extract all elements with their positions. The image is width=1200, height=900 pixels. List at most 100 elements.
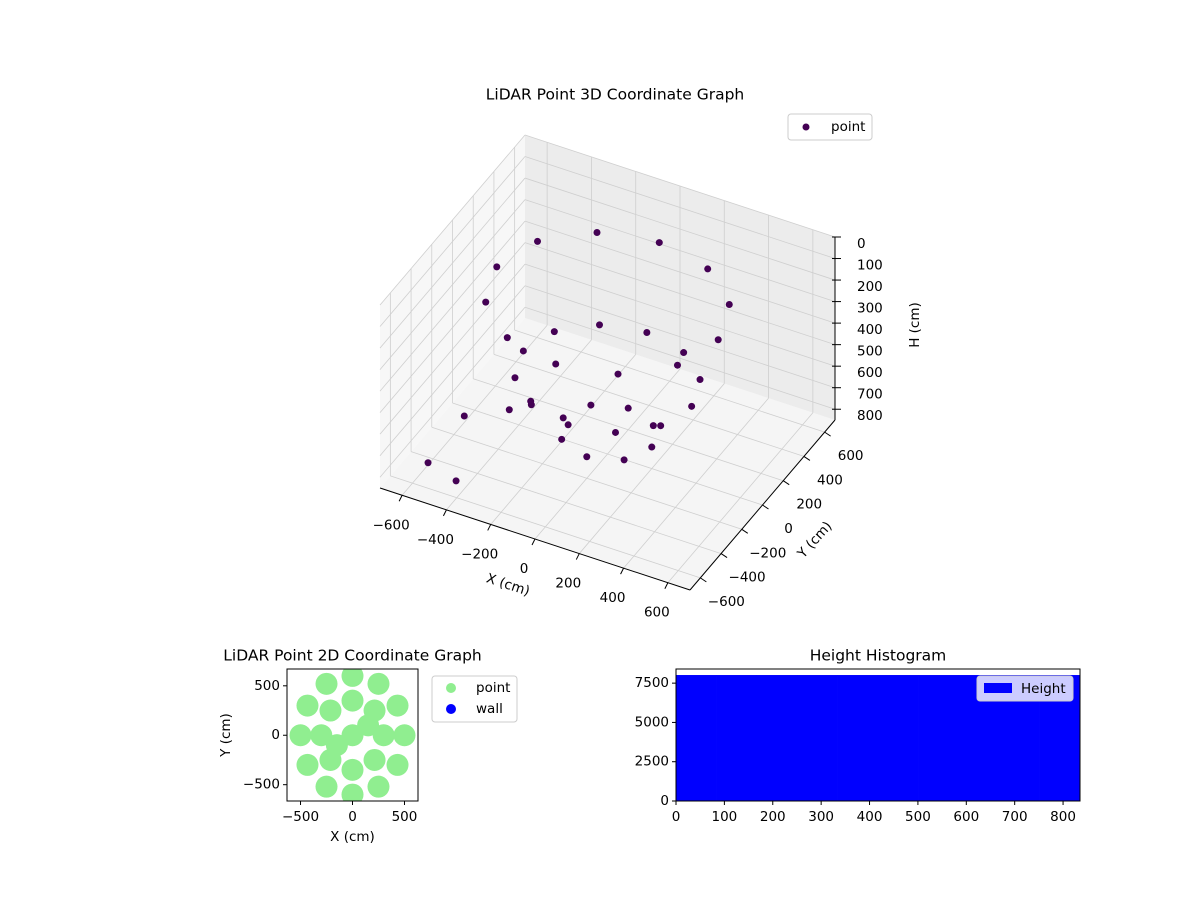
point bbox=[527, 397, 535, 405]
grid-line bbox=[379, 242, 526, 413]
legend-box bbox=[787, 113, 873, 141]
x-tick-label: 400 bbox=[600, 590, 626, 606]
point bbox=[424, 459, 432, 467]
point bbox=[680, 349, 688, 357]
plot-area bbox=[289, 669, 416, 801]
point bbox=[624, 404, 632, 412]
z-tick-label: 0 bbox=[857, 236, 866, 252]
y-tick-label: 400 bbox=[817, 472, 843, 488]
x-tick-label: 200 bbox=[555, 576, 581, 592]
z-tick-label: 600 bbox=[857, 365, 883, 381]
point bbox=[657, 422, 665, 430]
grid-line bbox=[379, 263, 526, 435]
point bbox=[614, 370, 622, 378]
x-tick bbox=[620, 567, 625, 575]
x-tick-label: 100 bbox=[711, 809, 737, 825]
x-tick-label: 0 bbox=[520, 561, 529, 577]
point bbox=[596, 321, 604, 329]
chart-title: LiDAR Point 3D Coordinate Graph bbox=[486, 86, 744, 104]
point bbox=[393, 724, 416, 747]
grid-line bbox=[524, 285, 836, 389]
x-tick bbox=[487, 524, 492, 531]
z-tick-label: 400 bbox=[857, 322, 883, 338]
y-tick bbox=[803, 456, 811, 461]
grid-line bbox=[524, 306, 836, 410]
point bbox=[319, 699, 342, 722]
point bbox=[341, 758, 364, 781]
bar bbox=[918, 675, 960, 802]
y-tick bbox=[762, 504, 769, 510]
x-tick-label: 200 bbox=[760, 809, 786, 825]
y-tick bbox=[824, 431, 831, 437]
y-tick-label: 2500 bbox=[635, 754, 669, 770]
point bbox=[688, 402, 696, 410]
point bbox=[505, 406, 513, 414]
x-tick-label: −500 bbox=[282, 809, 319, 825]
point bbox=[296, 694, 319, 717]
y-tick-label: 500 bbox=[254, 678, 280, 694]
point bbox=[559, 414, 567, 422]
point bbox=[534, 237, 542, 245]
legend-label: wall bbox=[476, 701, 503, 717]
point bbox=[315, 672, 338, 695]
point bbox=[310, 724, 333, 747]
y-tick-label: 5000 bbox=[635, 714, 669, 730]
grid-line bbox=[473, 378, 784, 482]
point bbox=[357, 714, 380, 737]
z-tick-label: 500 bbox=[857, 344, 883, 360]
x-tick-label: 0 bbox=[672, 809, 681, 825]
bar bbox=[796, 675, 838, 802]
axes-frame bbox=[675, 668, 1081, 802]
x-tick-label: 500 bbox=[905, 809, 931, 825]
point bbox=[714, 336, 722, 344]
point bbox=[648, 443, 656, 451]
legend-marker bbox=[446, 683, 456, 693]
point bbox=[460, 412, 468, 420]
point bbox=[725, 300, 733, 308]
legend-box bbox=[976, 675, 1074, 702]
point bbox=[363, 748, 386, 771]
x-tick bbox=[398, 495, 403, 502]
point bbox=[649, 422, 657, 430]
x-tick-label: 400 bbox=[857, 809, 883, 825]
x-tick-label: −200 bbox=[461, 546, 498, 562]
legend-patch bbox=[984, 683, 1012, 693]
point bbox=[655, 239, 663, 247]
point bbox=[611, 428, 619, 436]
x-tick bbox=[442, 509, 447, 517]
legend-label: Height bbox=[1021, 681, 1066, 697]
grid-line bbox=[524, 156, 836, 259]
y-tick-label: −200 bbox=[749, 545, 786, 561]
x-axis-label: X (cm) bbox=[330, 829, 375, 845]
grid-line bbox=[379, 199, 526, 370]
grid-line bbox=[524, 242, 836, 346]
x-tick-label: 800 bbox=[1050, 809, 1076, 825]
z-axis-label: H (cm) bbox=[907, 302, 923, 348]
point bbox=[696, 376, 704, 384]
point bbox=[564, 421, 572, 429]
y-tick-label: −600 bbox=[708, 594, 745, 610]
point bbox=[503, 334, 511, 342]
x-tick bbox=[575, 553, 580, 560]
point bbox=[452, 477, 460, 485]
point bbox=[296, 753, 319, 776]
y-axis bbox=[689, 419, 836, 591]
grid-line bbox=[452, 402, 763, 506]
bar bbox=[675, 675, 717, 802]
x-tick-label: 700 bbox=[1002, 809, 1028, 825]
x-tick bbox=[664, 582, 669, 589]
z-tick-label: 200 bbox=[857, 279, 883, 295]
point bbox=[341, 669, 364, 687]
point bbox=[367, 775, 390, 798]
x-tick-label: 0 bbox=[348, 809, 357, 825]
grid-line bbox=[524, 177, 836, 281]
point bbox=[341, 724, 364, 747]
grid-line bbox=[524, 220, 836, 324]
point bbox=[372, 724, 395, 747]
y-tick-label: 200 bbox=[796, 497, 822, 513]
bar bbox=[877, 675, 919, 802]
grid-line bbox=[379, 306, 526, 478]
grid-line bbox=[390, 475, 701, 579]
x-tick-label: 300 bbox=[808, 809, 834, 825]
